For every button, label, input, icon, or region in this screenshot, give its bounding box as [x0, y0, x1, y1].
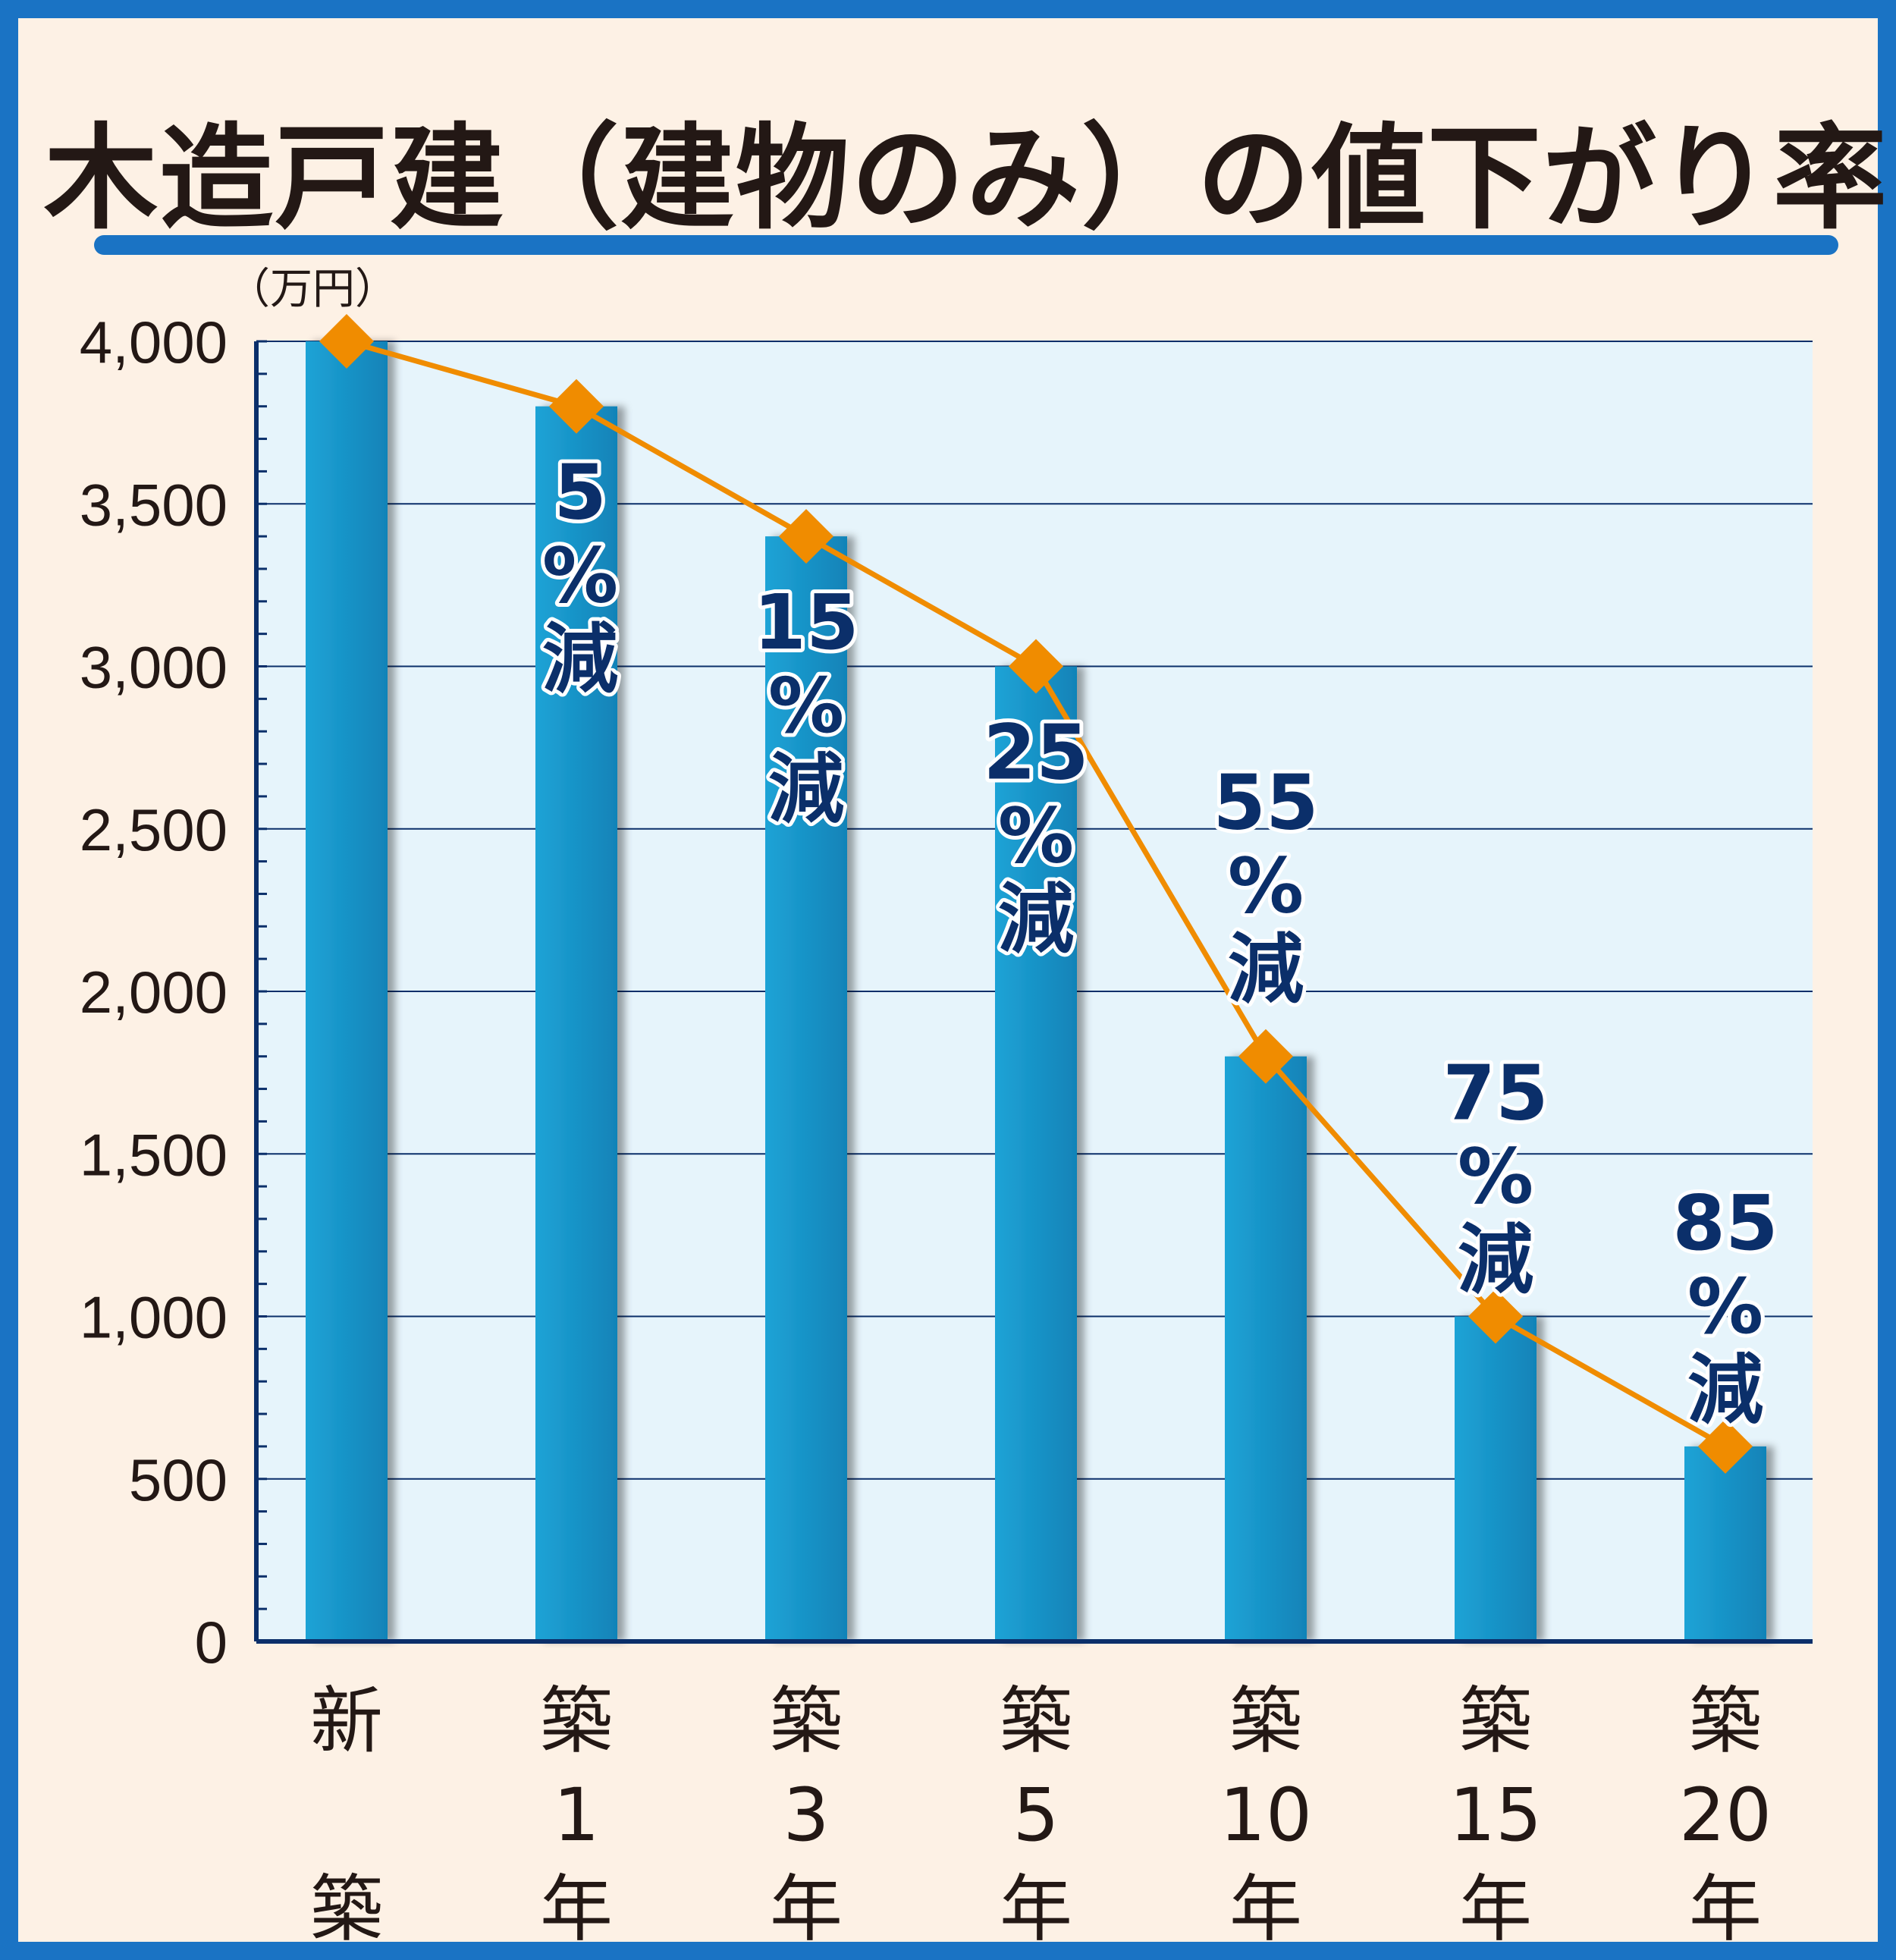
- decline-label: 減: [998, 875, 1074, 964]
- y-tick-labels: 0 500 1,000 1,500 2,000 2,500 3,000 3,500 4,000: [80, 309, 228, 1676]
- chart-title: 木造戸建（建物のみ）の値下がり率: [43, 113, 1888, 245]
- bar: [995, 666, 1077, 1641]
- category-label: 年: [540, 1867, 613, 1952]
- data-point-marker: [549, 378, 604, 434]
- y-tick-label: 4,000: [80, 309, 228, 375]
- y-tick-label: 1,500: [80, 1121, 228, 1188]
- category-label: 新: [310, 1679, 383, 1764]
- bar: [1225, 1056, 1307, 1641]
- decline-labels: 5%減 15%減 25%減55%減75%減 85%減: [538, 444, 1782, 1438]
- category-label: 年: [1689, 1867, 1762, 1952]
- axes: [254, 340, 1813, 1644]
- decline-label: 55: [1213, 759, 1318, 847]
- bar: [535, 406, 617, 1642]
- y-tick-label: 0: [195, 1609, 228, 1676]
- y-unit-label: （万円）: [228, 265, 397, 313]
- decline-label: 85: [1672, 1179, 1778, 1267]
- category-label: 築: [1689, 1679, 1762, 1764]
- bar: [1684, 1446, 1766, 1641]
- category-label: 5: [1012, 1773, 1059, 1858]
- category-label: 年: [1229, 1867, 1302, 1952]
- y-tick-label: 3,000: [80, 634, 228, 701]
- data-point-marker: [1468, 1289, 1523, 1344]
- category-label: 1: [553, 1773, 599, 1858]
- title-underline: [94, 235, 1838, 255]
- category-label: 年: [1000, 1867, 1072, 1952]
- decline-label: 75: [1442, 1049, 1548, 1138]
- decline-label: 減: [1687, 1346, 1763, 1434]
- category-label: 築: [1459, 1679, 1532, 1764]
- data-point-marker: [779, 509, 833, 564]
- decline-label: 減: [1228, 925, 1304, 1014]
- decline-label: 25: [983, 708, 1088, 797]
- decline-label: %: [1458, 1132, 1533, 1221]
- category-label: 築: [1229, 1679, 1302, 1764]
- decline-label: %: [998, 792, 1074, 881]
- category-label: 築: [770, 1679, 843, 1764]
- category-label: 年: [1459, 1867, 1532, 1952]
- decline-label: %: [1687, 1262, 1763, 1351]
- y-tick-label: 2,000: [80, 959, 228, 1026]
- decline-label: %: [1228, 842, 1304, 931]
- bar: [306, 341, 388, 1641]
- y-tick-label: 2,500: [80, 796, 228, 863]
- decline-label: 5: [554, 448, 607, 537]
- y-tick-label: 500: [129, 1446, 228, 1513]
- category-label: 築: [540, 1679, 613, 1764]
- data-point-marker: [1009, 639, 1063, 694]
- y-tick-label: 1,000: [80, 1284, 228, 1351]
- category-label: 20: [1679, 1773, 1772, 1858]
- category-label: 3: [783, 1773, 829, 1858]
- decline-label: 減: [542, 615, 618, 704]
- category-label: 10: [1220, 1773, 1312, 1858]
- decline-label: 減: [768, 745, 844, 834]
- category-label: 15: [1449, 1773, 1542, 1858]
- data-point-marker: [319, 314, 374, 369]
- decline-label: 15: [753, 578, 859, 667]
- category-label: 年: [770, 1867, 843, 1952]
- decline-label: 減: [1458, 1216, 1533, 1305]
- category-label: 築: [310, 1867, 383, 1952]
- data-point-marker: [1238, 1029, 1293, 1084]
- bar: [1455, 1316, 1537, 1641]
- category-label: 築: [1000, 1679, 1072, 1764]
- trend-line: [319, 314, 1753, 1474]
- y-tick-label: 3,500: [80, 471, 228, 538]
- bar: [765, 536, 847, 1641]
- data-point-marker: [1698, 1418, 1753, 1474]
- decline-label: %: [542, 532, 618, 620]
- bars: [306, 341, 1766, 1642]
- decline-label: %: [768, 661, 844, 750]
